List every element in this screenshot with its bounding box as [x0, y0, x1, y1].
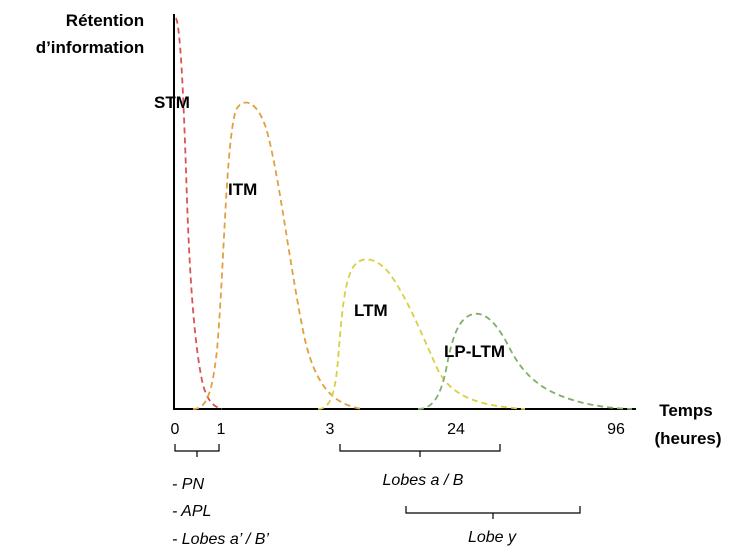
itm-label: ITM — [228, 180, 257, 199]
x-axis-label-line1: Temps — [659, 401, 713, 420]
tick-label-3: 3 — [326, 421, 335, 438]
x-axis-label-line2: (heures) — [654, 429, 721, 448]
ltm-label: LTM — [354, 301, 388, 320]
y-axis-label-line2: d’information — [36, 38, 145, 57]
lp-ltm-curve — [417, 312, 633, 410]
bracket-group1 — [174, 444, 220, 457]
ltm-curve — [317, 258, 526, 410]
tick-label-1: 1 — [217, 421, 226, 438]
structure-apl: - APL — [172, 503, 211, 520]
tick-label-96: 96 — [607, 421, 625, 438]
stm-curve — [175, 17, 223, 410]
structure-lobe-y: Lobe y — [468, 529, 517, 546]
bracket-group2 — [339, 444, 501, 457]
stm-label: STM — [154, 93, 190, 112]
tick-label-24: 24 — [447, 421, 465, 438]
structure-lobes-a-b: Lobes a / B — [383, 472, 464, 489]
tick-label-0: 0 — [171, 421, 180, 438]
structure-lobes-a-prime-b-prime: - Lobes a’ / B’ — [172, 531, 269, 548]
bracket-group3 — [405, 506, 581, 519]
itm-curve — [192, 101, 363, 410]
y-axis-label-line1: Rétention — [66, 11, 144, 30]
structure-pn: - PN — [172, 476, 204, 493]
lp-ltm-label: LP-LTM — [444, 342, 505, 361]
